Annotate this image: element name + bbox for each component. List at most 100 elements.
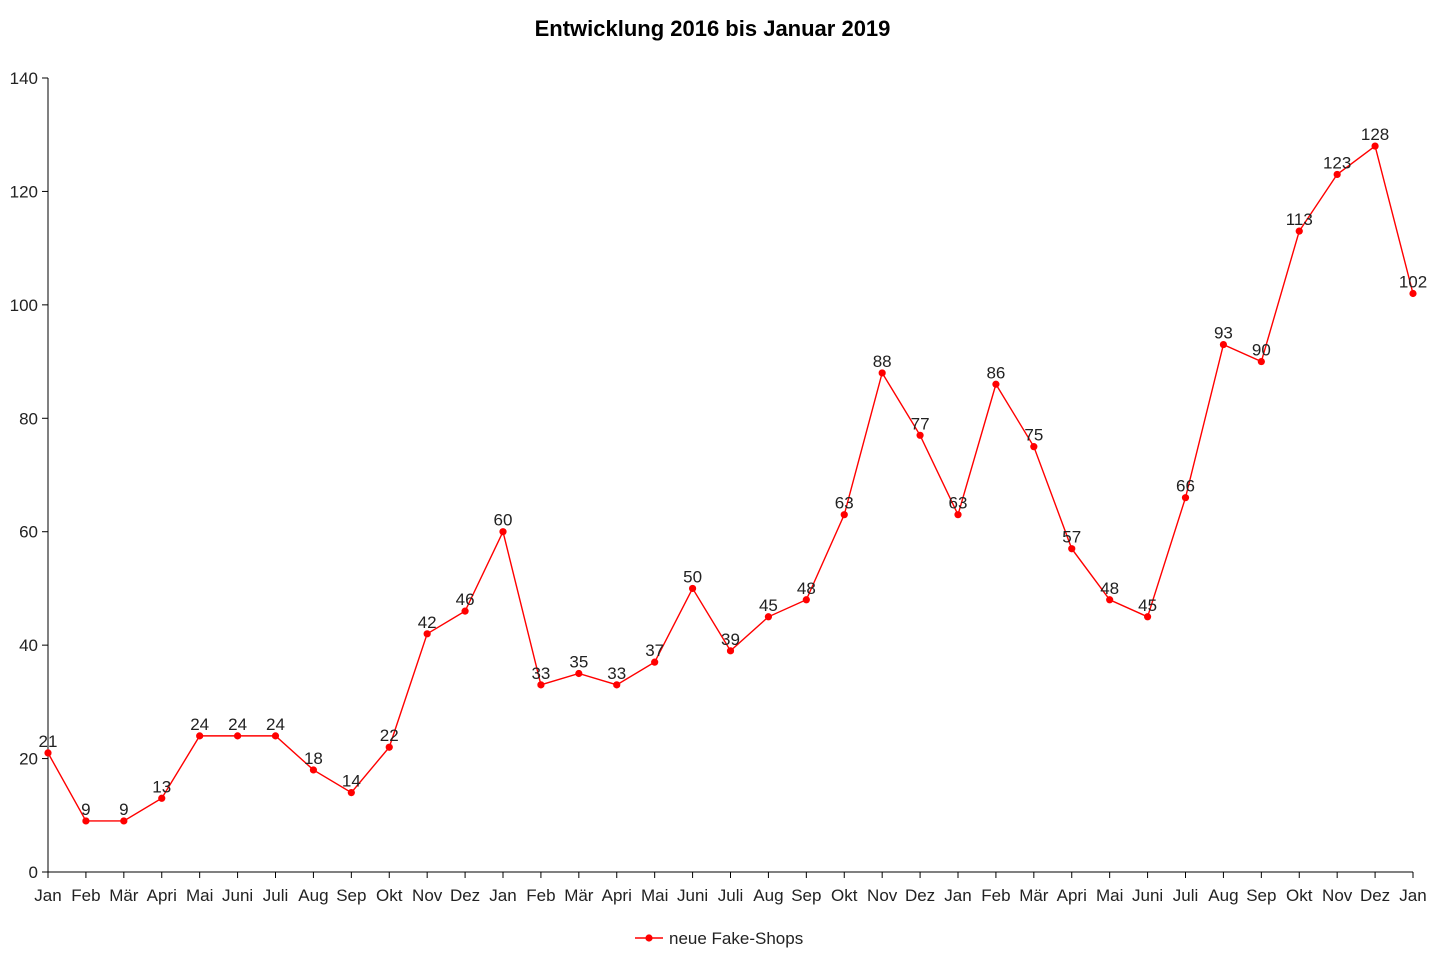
data-point [1409,289,1417,298]
x-tick-label: Apri [1057,886,1087,905]
data-label: 86 [986,363,1005,382]
x-tick-label: Mär [1019,886,1049,905]
x-tick-label: Dez [1360,886,1390,905]
y-tick-label: 60 [19,523,38,542]
data-point [1068,545,1076,553]
x-tick-label: Sep [1246,886,1276,905]
data-point [954,511,962,519]
data-point [802,596,810,604]
data-label: 128 [1361,125,1389,144]
x-tick-label: Juni [222,886,253,905]
x-tick-label: Mai [186,886,213,905]
data-point [1143,613,1152,621]
data-point [233,732,242,740]
data-point [537,681,545,689]
x-tick-label: Apri [602,886,632,905]
x-tick-label: Juli [263,886,289,905]
data-label: 35 [569,653,588,672]
data-point [82,817,90,825]
data-point [726,647,735,655]
data-label: 45 [759,596,778,615]
data-point [461,607,469,615]
x-tick-label: Okt [376,886,403,905]
legend-label: neue Fake-Shops [669,929,803,948]
x-tick-label: Mai [1096,886,1123,905]
data-point [423,630,431,638]
x-tick-label: Jan [1399,886,1426,905]
data-label: 24 [228,715,247,734]
x-tick-label: Dez [450,886,480,905]
data-point [878,369,886,377]
x-tick-label: Mär [109,886,139,905]
data-point [1219,340,1228,349]
x-tick-label: Juli [1173,886,1199,905]
data-label: 14 [342,772,361,791]
x-tick-label: Juli [718,886,744,905]
y-tick-label: 20 [19,750,38,769]
data-label: 90 [1252,341,1271,360]
x-tick-label: Nov [412,886,443,905]
x-tick-label: Okt [1286,886,1313,905]
data-label: 39 [721,630,740,649]
data-point [1106,596,1114,604]
data-point [309,766,318,774]
data-point [158,794,166,802]
legend-marker [645,934,653,942]
x-tick-label: Jan [34,886,61,905]
x-tick-label: Nov [1322,886,1353,905]
data-point [196,732,204,740]
data-point [271,732,280,740]
chart-title: Entwicklung 2016 bis Januar 2019 [534,16,891,41]
data-point [1371,142,1379,150]
y-tick-label: 0 [29,863,38,882]
data-label: 50 [683,567,702,586]
x-tick-label: Aug [753,886,783,905]
data-label: 18 [304,749,323,768]
x-tick-label: Feb [981,886,1010,905]
data-label: 93 [1214,324,1233,343]
x-tick-label: Nov [867,886,898,905]
data-label: 46 [456,590,475,609]
y-tick-label: 40 [19,636,38,655]
x-tick-label: Jan [489,886,516,905]
x-tick-label: Mär [564,886,594,905]
x-tick-label: Aug [1208,886,1238,905]
series-line [47,144,1414,822]
data-label: 13 [152,777,171,796]
data-point [120,817,128,825]
data-label: 57 [1062,528,1081,547]
data-label: 75 [1024,426,1043,445]
x-tick-label: Apri [147,886,177,905]
x-tick-label: Feb [71,886,100,905]
data-point [688,584,697,593]
data-point [1333,170,1341,179]
data-label: 113 [1286,210,1313,229]
data-label: 33 [607,664,626,683]
data-label: 63 [835,494,854,513]
data-point [992,380,1000,388]
x-tick-label: Juni [677,886,708,905]
data-point [651,658,659,666]
data-point [1030,443,1038,451]
y-tick-label: 120 [10,182,38,201]
data-point [347,789,355,797]
data-point [764,613,773,621]
data-label: 48 [797,579,816,598]
y-tick-label: 140 [10,69,38,88]
x-tick-label: Sep [336,886,366,905]
data-point [575,669,583,678]
data-point [613,681,621,689]
data-label: 24 [266,715,285,734]
x-tick-label: Aug [298,886,328,905]
data-point [385,743,393,751]
data-point [916,431,924,439]
x-tick-label: Mai [641,886,668,905]
data-label: 88 [873,352,892,371]
data-label: 42 [418,613,437,632]
data-label: 77 [911,414,930,433]
data-label: 9 [81,800,90,819]
data-point [44,749,52,757]
data-label: 123 [1323,153,1351,172]
